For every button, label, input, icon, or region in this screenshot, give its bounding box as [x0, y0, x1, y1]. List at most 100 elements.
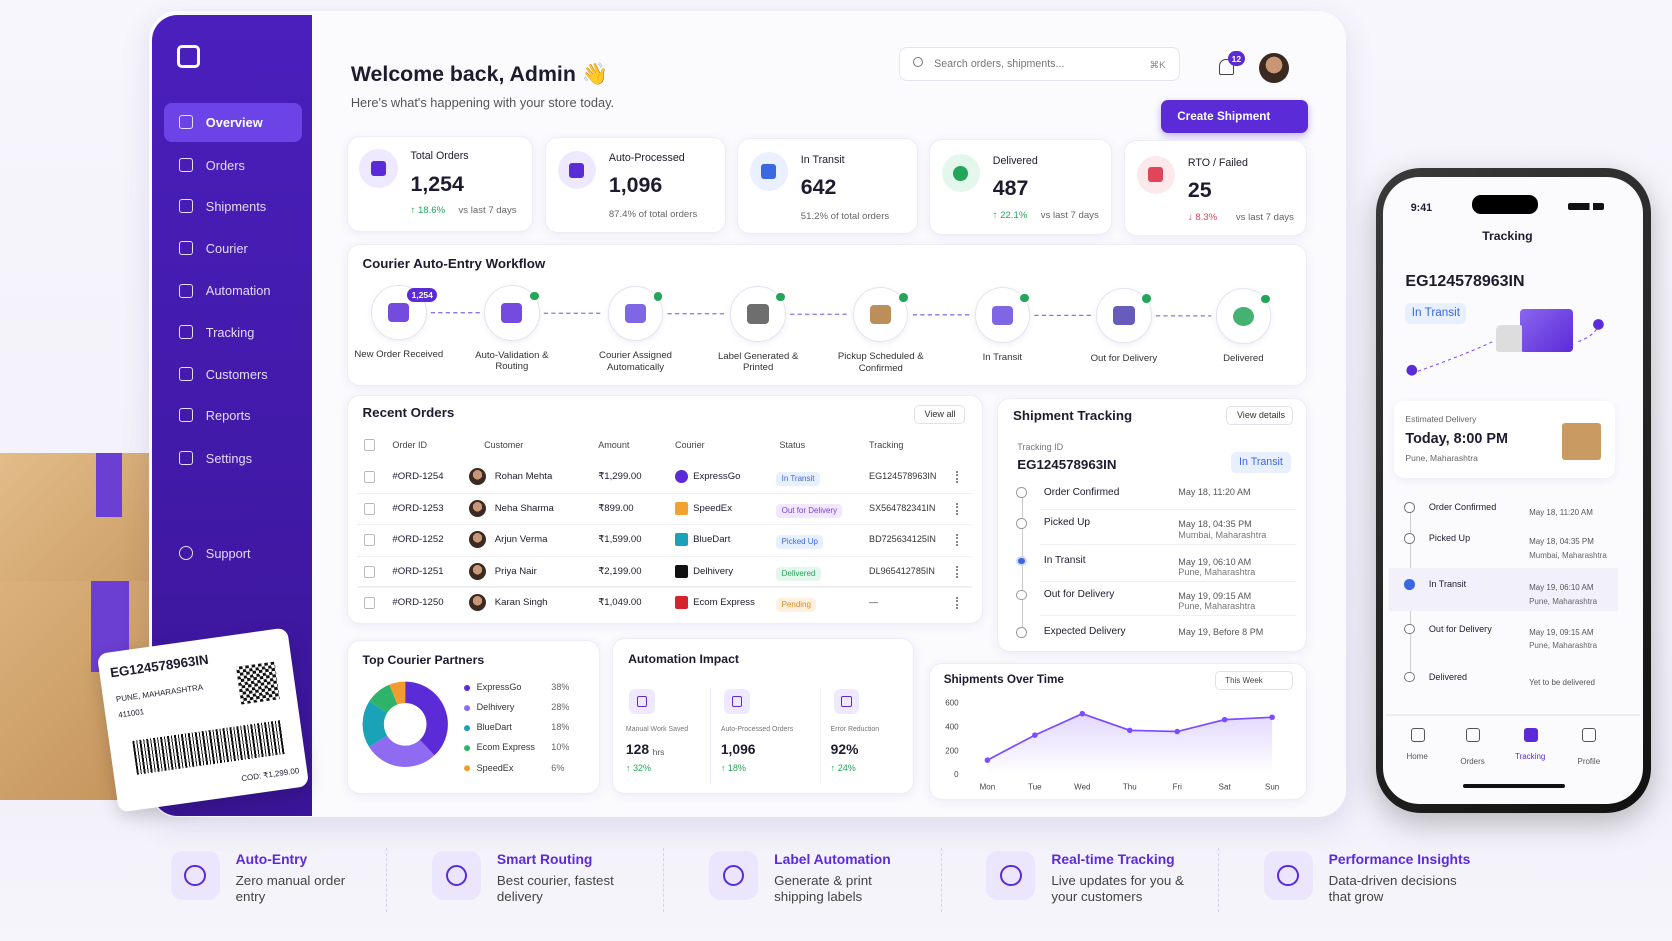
status-pill: Out for Delivery [776, 503, 843, 518]
kpi-change: ↑ 22.1% [992, 210, 1028, 222]
data-label: 38% [551, 682, 570, 693]
kpi-value: 487 [992, 176, 1029, 201]
period-dropdown[interactable] [1214, 670, 1294, 690]
phone-nav-label[interactable]: Tracking [1515, 752, 1546, 762]
row-menu[interactable] [956, 597, 959, 609]
label-text: EG124578963IN [108, 651, 210, 681]
page-subtitle: Here's what's happening with your store … [350, 94, 615, 110]
nav-item[interactable]: Settings [205, 450, 252, 466]
impact-icon [833, 688, 860, 715]
courier-logo [674, 565, 688, 578]
bell[interactable] [1218, 58, 1234, 75]
phone-nav-icon[interactable] [1523, 728, 1538, 743]
event-name: Expected Delivery [1043, 626, 1126, 638]
event-name: Out for Delivery [1043, 588, 1115, 600]
nav-item[interactable]: Courier [205, 240, 248, 256]
eta-value: Today, 8:00 PM [1405, 430, 1508, 447]
phone-status: In Transit [1405, 303, 1467, 324]
create-button[interactable] [1161, 100, 1309, 134]
qr-code [236, 661, 280, 705]
legend-label: Delhivery [476, 702, 515, 713]
data-label: 28% [551, 702, 570, 713]
shipping-label: EG124578963IN PUNE, MAHARASHTRA 411001 COD:… [96, 627, 309, 813]
checkbox[interactable] [363, 597, 376, 609]
event-place: Pune, Maharashtra [1178, 567, 1256, 578]
phone-nav-label[interactable]: Home [1406, 752, 1428, 762]
nav-icon [179, 325, 193, 340]
parcel-tape [95, 453, 122, 518]
view-all-button[interactable] [913, 405, 965, 425]
phone-event-time: May 18, 11:20 AM [1529, 508, 1593, 518]
nav-item[interactable]: Automation [205, 283, 271, 299]
view-all-label[interactable]: View all [924, 409, 956, 420]
phone-nav-label[interactable]: Orders [1460, 756, 1485, 766]
row-menu[interactable] [956, 503, 959, 516]
period-label[interactable]: This Week [1225, 675, 1263, 685]
data-label: 6% [551, 762, 565, 773]
check [527, 289, 541, 303]
view-details-label[interactable]: View details [1236, 410, 1286, 421]
nav-item[interactable]: Overview [205, 114, 263, 130]
feature-title: Label Automation [774, 851, 891, 868]
courier-logo [674, 502, 688, 516]
feature-title: Performance Insights [1328, 851, 1471, 868]
nav-item[interactable]: Orders [205, 157, 245, 173]
nav-icon [179, 283, 193, 298]
row-menu[interactable] [956, 534, 959, 546]
avatar[interactable] [1259, 53, 1290, 84]
home-indicator [1463, 783, 1566, 788]
search-placeholder: Search orders, shipments... [934, 57, 1065, 70]
impact-label: Error Reduction [830, 726, 880, 734]
view-details-button[interactable] [1226, 406, 1294, 426]
tracking-status: In Transit [1230, 452, 1292, 474]
kpi-value: 642 [800, 174, 837, 199]
amount: ₹2,199.00 [598, 565, 642, 577]
kpi-icon-glyph [569, 162, 585, 178]
phone-timeline-dot [1404, 579, 1415, 590]
search-box[interactable] [898, 46, 1181, 82]
feature-divider [386, 847, 388, 912]
customer-avatar [469, 593, 487, 611]
nav-icon [179, 366, 193, 381]
phone-nav-icon[interactable] [1410, 728, 1425, 743]
checkbox[interactable] [363, 439, 376, 452]
feature-text: Best courier, fastest delivery [496, 872, 614, 904]
event-divider [1039, 615, 1296, 617]
phone-nav-icon[interactable] [1582, 728, 1597, 743]
row-menu[interactable] [956, 471, 959, 484]
tracking-number: EG124578963IN [869, 471, 937, 482]
impact-unit: hrs [652, 746, 665, 757]
nav-item[interactable]: Customers [205, 366, 268, 382]
order-id: #ORD-1252 [392, 533, 444, 545]
status-icons [1567, 202, 1604, 211]
event-divider [1039, 543, 1296, 545]
phone-nav-icon[interactable] [1466, 728, 1481, 743]
kpi-note: vs last 7 days [458, 205, 517, 217]
checkbox[interactable] [363, 534, 376, 546]
customer-name: Neha Sharma [494, 502, 554, 514]
checkbox[interactable] [363, 503, 376, 516]
event-time: May 18, 11:20 AM [1178, 487, 1251, 498]
nav-item[interactable]: Tracking [205, 325, 255, 341]
feature-divider [940, 847, 942, 912]
courier-name: BlueDart [693, 533, 731, 545]
row-menu[interactable] [956, 566, 959, 578]
phone-active-row [1389, 568, 1618, 611]
event-time: May 18, 04:35 PM [1178, 519, 1252, 530]
event-name: Picked Up [1043, 517, 1091, 529]
tracking-number: BD725634125IN [869, 534, 936, 545]
checkbox[interactable] [363, 471, 376, 484]
phone-nav-label[interactable]: Profile [1577, 756, 1601, 766]
phone-time: 9:41 [1410, 201, 1433, 214]
nav-item[interactable]: Support [205, 545, 251, 561]
checkbox[interactable] [363, 566, 376, 578]
create-button-label[interactable]: Create Shipment [1177, 110, 1271, 124]
feature-divider [663, 847, 665, 912]
kpi-value: 25 [1187, 178, 1212, 203]
kpi-note: 51.2% of total orders [800, 210, 890, 222]
nav-item[interactable]: Reports [205, 408, 251, 424]
nav-item[interactable]: Shipments [205, 199, 267, 215]
event-time: May 19, 06:10 AM [1178, 556, 1252, 567]
tracking-id: EG124578963IN [1017, 456, 1117, 472]
status-pill: In Transit [776, 471, 820, 486]
